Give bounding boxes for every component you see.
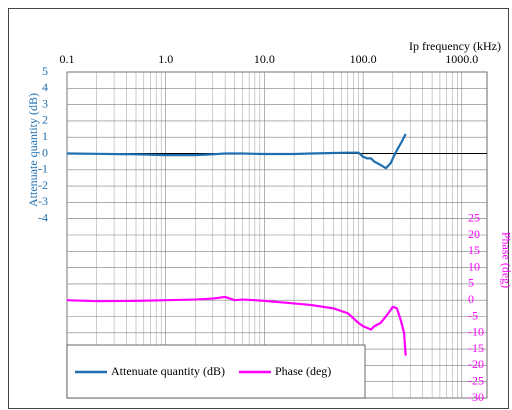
x-axis-title: Ip frequency (kHz) bbox=[409, 39, 501, 53]
y2-tick-label: 15 bbox=[468, 243, 480, 257]
x-tick-label: 1.0 bbox=[158, 52, 173, 66]
x-tick-label: 0.1 bbox=[60, 52, 75, 66]
y2-tick-label: 25 bbox=[468, 210, 480, 224]
y2-tick-label: -30 bbox=[468, 390, 484, 404]
x-tick-label: 1000.0 bbox=[445, 52, 478, 66]
y-tick-label: -3 bbox=[38, 194, 48, 208]
y2-tick-label: -5 bbox=[468, 308, 478, 322]
y-axis-title: Attenuate quantity (dB) bbox=[26, 93, 40, 207]
y2-tick-label: 10 bbox=[468, 259, 480, 273]
y2-tick-label: -20 bbox=[468, 357, 484, 371]
y-tick-label: 0 bbox=[42, 145, 48, 159]
y2-axis-title: Phase (deg) bbox=[499, 232, 512, 288]
y-tick-label: 5 bbox=[42, 64, 48, 78]
frame bbox=[8, 8, 509, 409]
y2-tick-label: 5 bbox=[468, 276, 474, 290]
y-tick-label: 3 bbox=[42, 96, 48, 110]
y-tick-label: 4 bbox=[42, 80, 48, 94]
series-line bbox=[66, 133, 407, 170]
series-line bbox=[66, 295, 407, 356]
legend-label: Phase (deg) bbox=[275, 364, 331, 378]
y-tick-label: 2 bbox=[42, 113, 48, 127]
y-tick-label: 1 bbox=[42, 129, 48, 143]
y-tick-label: -1 bbox=[38, 162, 48, 176]
x-tick-label: 100.0 bbox=[350, 52, 377, 66]
legend-box bbox=[66, 344, 366, 399]
y2-tick-label: 20 bbox=[468, 227, 480, 241]
x-tick-label: 10.0 bbox=[254, 52, 275, 66]
legend-label: Attenuate quantity (dB) bbox=[111, 364, 225, 378]
y-tick-label: -2 bbox=[38, 178, 48, 192]
y2-tick-label: -10 bbox=[468, 325, 484, 339]
y2-tick-label: -25 bbox=[468, 373, 484, 387]
y-tick-label: -4 bbox=[38, 210, 48, 224]
y2-tick-label: 0 bbox=[468, 292, 474, 306]
y2-tick-label: -15 bbox=[468, 341, 484, 355]
